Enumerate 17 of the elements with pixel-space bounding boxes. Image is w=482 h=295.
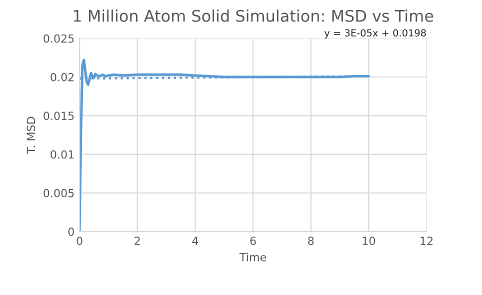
chart-title: 1 Million Atom Solid Simulation: MSD vs Time <box>74 10 434 22</box>
y-axis-title: T. MSD <box>26 116 36 154</box>
x-tick-label: 6 <box>250 236 256 246</box>
y-tick-label: 0.02 <box>50 72 74 82</box>
x-tick-label: 8 <box>308 236 314 246</box>
y-tick-label: 0 <box>68 228 74 236</box>
y-tick-label: 0.025 <box>44 34 74 43</box>
x-tick-label: 2 <box>134 236 140 245</box>
annotation: y = 3E-05x + 0.0198 <box>324 29 426 38</box>
x-axis-title: Time <box>239 252 266 262</box>
y-tick-label: 0.01 <box>50 150 74 159</box>
x-tick-label: 10 <box>362 236 376 246</box>
y-tick-label: 0.015 <box>44 112 74 120</box>
x-tick-label: 12 <box>420 236 433 245</box>
y-tick-label: 0.005 <box>44 188 74 198</box>
x-tick-label: 0 <box>76 236 82 246</box>
x-tick-label: 4 <box>192 236 198 245</box>
